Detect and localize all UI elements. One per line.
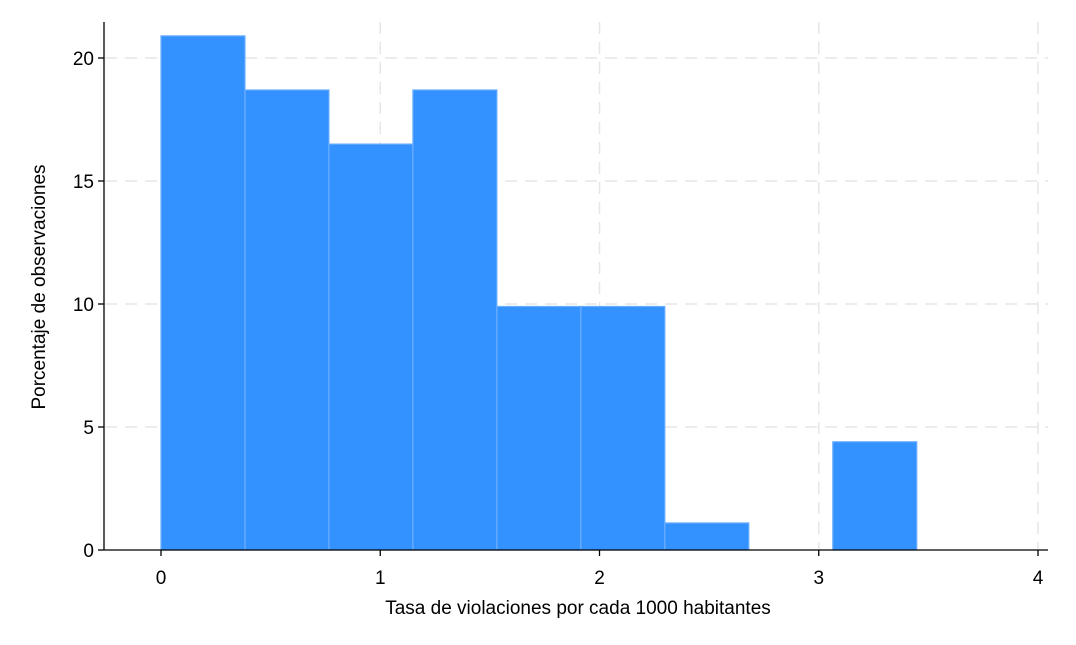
- x-tick-label: 2: [594, 568, 605, 589]
- x-tick-label: 4: [1033, 568, 1044, 589]
- x-tick-label: 1: [375, 568, 386, 589]
- x-tick-label: 0: [156, 568, 167, 589]
- y-tick-label: 15: [73, 172, 94, 193]
- tick-labels: 0 5 10 15 20 0 1 2 3 4: [73, 49, 1044, 589]
- histogram-bar: [580, 305, 666, 551]
- y-tick-label: 20: [73, 49, 94, 70]
- histogram-bar: [328, 143, 414, 551]
- y-axis-label: Porcentaje de observaciones: [29, 164, 50, 409]
- x-axis-label: Tasa de violaciones por cada 1000 habita…: [385, 598, 771, 619]
- histogram-bar: [496, 305, 582, 551]
- histogram-bar: [412, 89, 498, 551]
- y-tick-label: 10: [73, 295, 94, 316]
- histogram-bar: [832, 441, 918, 551]
- histogram-bar: [160, 35, 246, 551]
- x-tick-label: 3: [813, 568, 824, 589]
- bars: [160, 35, 918, 551]
- axes: [103, 22, 1048, 551]
- y-tick-label: 5: [83, 418, 94, 439]
- y-tick-label: 0: [83, 541, 94, 562]
- histogram-bar: [244, 89, 330, 551]
- histogram-bar: [664, 522, 750, 551]
